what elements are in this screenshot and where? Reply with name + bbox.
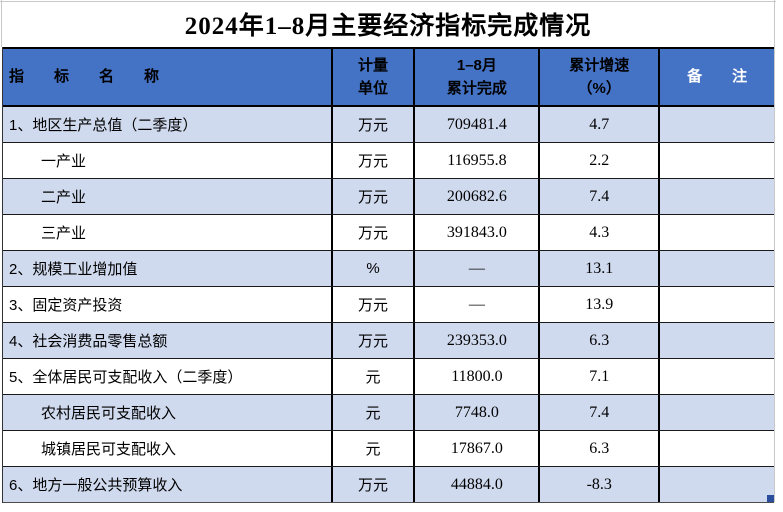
indicator-name-cell[interactable]: 城镇居民可支配收入 bbox=[3, 431, 333, 466]
note-cell[interactable] bbox=[660, 395, 774, 430]
gridline-right bbox=[774, 0, 775, 502]
unit-cell[interactable]: 万元 bbox=[333, 107, 416, 142]
note-cell[interactable] bbox=[660, 467, 774, 502]
header-indicator-name[interactable]: 指 标 名 称 bbox=[3, 49, 333, 105]
indicator-name-cell[interactable]: 农村居民可支配收入 bbox=[3, 395, 333, 430]
growth-value-cell[interactable]: 13.1 bbox=[540, 251, 661, 286]
gridline-top bbox=[0, 1, 776, 2]
note-cell[interactable] bbox=[660, 323, 774, 358]
table-row: 3、固定资产投资 万元 — 13.9 bbox=[3, 287, 774, 323]
indicator-name-cell[interactable]: 5、全体居民可支配收入（二季度） bbox=[3, 359, 333, 394]
unit-cell[interactable]: 万元 bbox=[333, 143, 416, 178]
header-unit[interactable]: 计量 单位 bbox=[333, 49, 416, 105]
header-growth[interactable]: 累计增速 （%） bbox=[540, 49, 661, 105]
unit-cell[interactable]: % bbox=[333, 251, 416, 286]
unit-cell[interactable]: 元 bbox=[333, 359, 416, 394]
note-cell[interactable] bbox=[660, 287, 774, 322]
completed-value-cell[interactable]: 709481.4 bbox=[415, 107, 541, 142]
completed-value-cell[interactable]: 44884.0 bbox=[415, 467, 541, 502]
table-row: 二产业 万元 200682.6 7.4 bbox=[3, 179, 774, 215]
growth-value-cell[interactable]: 13.9 bbox=[540, 287, 661, 322]
note-cell[interactable] bbox=[660, 143, 774, 178]
indicator-name-cell[interactable]: 1、地区生产总值（二季度） bbox=[3, 107, 333, 142]
indicator-name-cell[interactable]: 二产业 bbox=[3, 179, 333, 214]
table-row: 城镇居民可支配收入 元 17867.0 6.3 bbox=[3, 431, 774, 467]
completed-value-cell[interactable]: 116955.8 bbox=[415, 143, 541, 178]
completed-value-cell[interactable]: 7748.0 bbox=[415, 395, 541, 430]
completed-value-cell[interactable]: — bbox=[415, 287, 541, 322]
header-completed[interactable]: 1–8月 累计完成 bbox=[415, 49, 541, 105]
note-cell[interactable] bbox=[660, 251, 774, 286]
completed-value-cell[interactable]: 11800.0 bbox=[415, 359, 541, 394]
note-cell[interactable] bbox=[660, 107, 774, 142]
gridline-left bbox=[1, 0, 2, 47]
unit-cell[interactable]: 万元 bbox=[333, 323, 416, 358]
indicator-name-cell[interactable]: 三产业 bbox=[3, 215, 333, 250]
table-row: 1、地区生产总值（二季度） 万元 709481.4 4.7 bbox=[3, 107, 774, 143]
note-cell[interactable] bbox=[660, 359, 774, 394]
growth-value-cell[interactable]: 6.3 bbox=[540, 431, 661, 466]
growth-value-cell[interactable]: 7.4 bbox=[540, 179, 661, 214]
table-row: 一产业 万元 116955.8 2.2 bbox=[3, 143, 774, 179]
unit-cell[interactable]: 元 bbox=[333, 395, 416, 430]
growth-value-cell[interactable]: 4.3 bbox=[540, 215, 661, 250]
note-cell[interactable] bbox=[660, 215, 774, 250]
indicator-name-cell[interactable]: 6、地方一般公共预算收入 bbox=[3, 467, 333, 502]
table-header-row: 指 标 名 称 计量 单位 1–8月 累计完成 累计增速 （%） 备 注 bbox=[3, 47, 774, 107]
completed-value-cell[interactable]: 391843.0 bbox=[415, 215, 541, 250]
page-title: 2024年1–8月主要经济指标完成情况 bbox=[184, 13, 592, 40]
completed-value-cell[interactable]: 239353.0 bbox=[415, 323, 541, 358]
note-cell[interactable] bbox=[660, 431, 774, 466]
table-body: 1、地区生产总值（二季度） 万元 709481.4 4.7 一产业 万元 116… bbox=[3, 107, 774, 503]
growth-value-cell[interactable]: 4.7 bbox=[540, 107, 661, 142]
table-row: 5、全体居民可支配收入（二季度） 元 11800.0 7.1 bbox=[3, 359, 774, 395]
table-row: 6、地方一般公共预算收入 万元 44884.0 -8.3 bbox=[3, 467, 774, 503]
unit-cell[interactable]: 万元 bbox=[333, 179, 416, 214]
growth-value-cell[interactable]: 7.4 bbox=[540, 395, 661, 430]
growth-value-cell[interactable]: 2.2 bbox=[540, 143, 661, 178]
unit-cell[interactable]: 万元 bbox=[333, 287, 416, 322]
table-row: 4、社会消费品零售总额 万元 239353.0 6.3 bbox=[3, 323, 774, 359]
completed-value-cell[interactable]: 17867.0 bbox=[415, 431, 541, 466]
unit-cell[interactable]: 万元 bbox=[333, 467, 416, 502]
indicators-table: 指 标 名 称 计量 单位 1–8月 累计完成 累计增速 （%） 备 注 1、地… bbox=[2, 47, 774, 503]
growth-value-cell[interactable]: 7.1 bbox=[540, 359, 661, 394]
unit-cell[interactable]: 万元 bbox=[333, 215, 416, 250]
header-note[interactable]: 备 注 bbox=[687, 68, 748, 86]
indicator-name-cell[interactable]: 2、规模工业增加值 bbox=[3, 251, 333, 286]
table-row: 2、规模工业增加值 % — 13.1 bbox=[3, 251, 774, 287]
selection-fill-handle[interactable] bbox=[767, 495, 774, 502]
growth-value-cell[interactable]: -8.3 bbox=[540, 467, 661, 502]
completed-value-cell[interactable]: — bbox=[415, 251, 541, 286]
table-row: 农村居民可支配收入 元 7748.0 7.4 bbox=[3, 395, 774, 431]
unit-cell[interactable]: 元 bbox=[333, 431, 416, 466]
growth-value-cell[interactable]: 6.3 bbox=[540, 323, 661, 358]
table-row: 三产业 万元 391843.0 4.3 bbox=[3, 215, 774, 251]
indicator-name-cell[interactable]: 一产业 bbox=[3, 143, 333, 178]
note-cell[interactable] bbox=[660, 179, 774, 214]
completed-value-cell[interactable]: 200682.6 bbox=[415, 179, 541, 214]
indicator-name-cell[interactable]: 3、固定资产投资 bbox=[3, 287, 333, 322]
indicator-name-cell[interactable]: 4、社会消费品零售总额 bbox=[3, 323, 333, 358]
